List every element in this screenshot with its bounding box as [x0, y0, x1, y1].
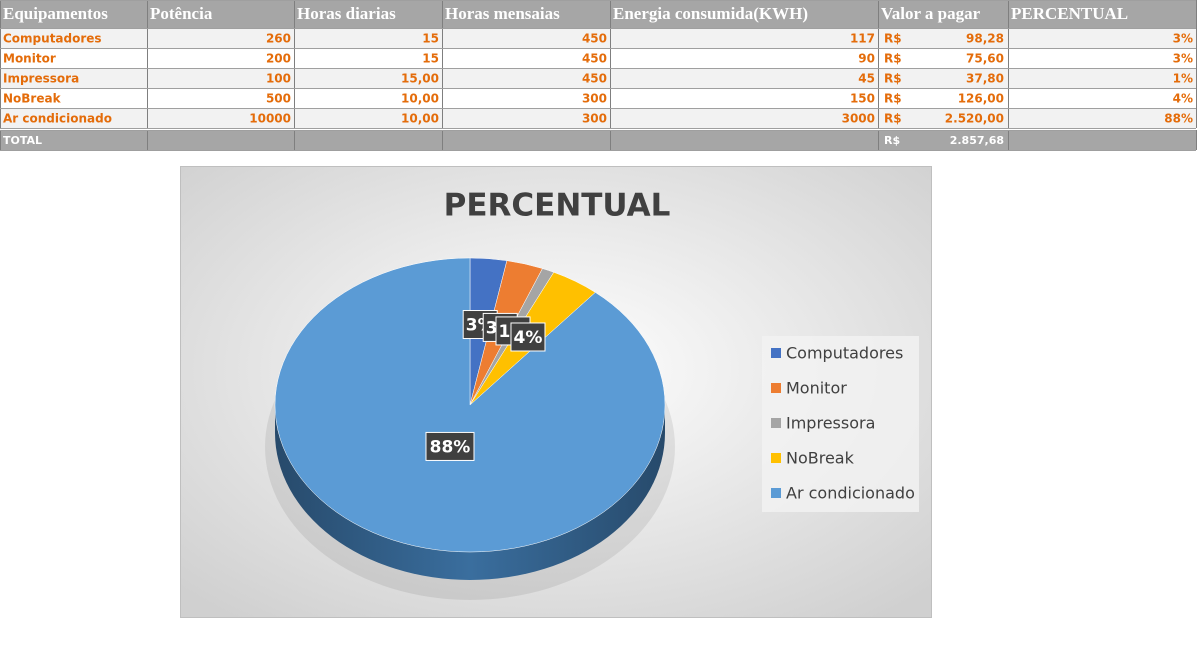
chart: PERCENTUAL 3%3%1%4%88%ComputadoresMonito…	[180, 166, 932, 618]
cell: 75,60	[966, 52, 1004, 66]
legend-swatch	[771, 453, 781, 463]
cell: 98,28	[966, 32, 1004, 46]
header-cell: PERCENTUAL	[1011, 4, 1128, 23]
total-value: 2.857,68	[950, 134, 1004, 147]
data-label: 4%	[514, 328, 543, 348]
table-row	[0, 48, 1196, 68]
cell: 200	[266, 52, 291, 66]
cell: 450	[582, 52, 607, 66]
cell: R$	[884, 32, 902, 46]
header-cell: Potência	[150, 4, 213, 23]
chart-title: PERCENTUAL	[444, 188, 671, 224]
legend-swatch	[771, 348, 781, 358]
cell: 2.520,00	[945, 112, 1004, 126]
cell: 260	[266, 32, 291, 46]
cell: 300	[582, 92, 607, 106]
cell: 1%	[1173, 72, 1193, 86]
cell: 88%	[1164, 112, 1193, 126]
table-row	[0, 108, 1196, 128]
cell: 15,00	[401, 72, 439, 86]
header-row	[0, 0, 1196, 28]
legend-label: Ar condicionado	[786, 484, 915, 503]
legend-label: Computadores	[786, 344, 903, 363]
cell: 10000	[249, 112, 291, 126]
cell: 10,00	[401, 92, 439, 106]
data-label: 88%	[430, 437, 471, 457]
cell: 117	[850, 32, 875, 46]
data-label-box	[510, 322, 546, 352]
cell: Ar condicionado	[3, 112, 112, 126]
cell: NoBreak	[3, 92, 62, 106]
data-label-box	[425, 431, 475, 461]
header-cell: Horas diarias	[297, 4, 396, 23]
cell: 3%	[1173, 52, 1193, 66]
spreadsheet-table: Equipamentos Potência Horas diarias Horas m…	[0, 0, 1197, 151]
header-cell: Horas mensaias	[445, 4, 560, 23]
total-row	[0, 130, 1196, 150]
cell: 450	[582, 72, 607, 86]
cell: 500	[266, 92, 291, 106]
cell: 150	[850, 92, 875, 106]
cell: Computadores	[3, 32, 102, 46]
cell: 126,00	[958, 92, 1004, 106]
cell: 37,80	[966, 72, 1004, 86]
legend-swatch	[771, 383, 781, 393]
legend	[762, 336, 919, 512]
cell: 100	[266, 72, 291, 86]
legend-label: NoBreak	[786, 449, 855, 468]
total-currency: R$	[884, 134, 900, 147]
cell: 10,00	[401, 112, 439, 126]
cell: 15	[422, 52, 439, 66]
header-cell: Valor a pagar	[881, 4, 981, 23]
cell: 300	[582, 112, 607, 126]
cell: Impressora	[3, 72, 79, 86]
cell: R$	[884, 52, 902, 66]
header-cell: Energia consumida(KWH)	[613, 4, 808, 23]
cell: 3%	[1173, 32, 1193, 46]
cell: 3000	[842, 112, 875, 126]
cell: Monitor	[3, 52, 56, 66]
legend-swatch	[771, 488, 781, 498]
cell: 45	[858, 72, 875, 86]
cell: R$	[884, 72, 902, 86]
cell: 90	[858, 52, 875, 66]
cell: 15	[422, 32, 439, 46]
header-cell: Equipamentos	[3, 4, 108, 23]
legend-swatch	[771, 418, 781, 428]
legend-label: Impressora	[786, 414, 875, 433]
cell: 4%	[1173, 92, 1193, 106]
cell: R$	[884, 92, 902, 106]
cell: R$	[884, 112, 902, 126]
legend-label: Monitor	[786, 379, 847, 398]
table-row	[0, 68, 1196, 88]
table-row	[0, 88, 1196, 108]
cell: 450	[582, 32, 607, 46]
total-label: TOTAL	[3, 134, 42, 147]
table-row	[0, 28, 1196, 48]
pie-slice	[274, 257, 666, 553]
